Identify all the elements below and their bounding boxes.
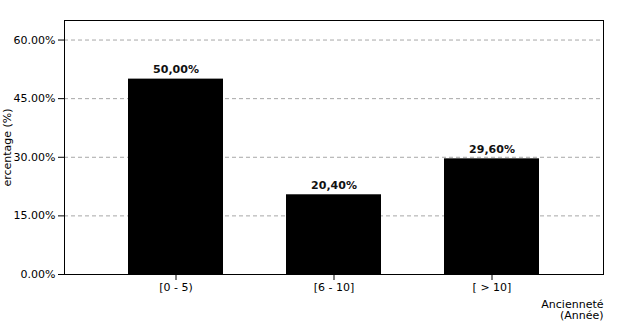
- svg-text:[0 - 5): [0 - 5): [159, 281, 193, 294]
- svg-text:60.00%: 60.00%: [14, 34, 56, 47]
- svg-text:45.00%: 45.00%: [14, 92, 56, 105]
- svg-text:15.00%: 15.00%: [14, 209, 56, 222]
- svg-text:50,00%: 50,00%: [153, 63, 199, 76]
- svg-text:20,40%: 20,40%: [311, 179, 357, 192]
- svg-text:0.00%: 0.00%: [21, 268, 56, 281]
- svg-text:ercentage (%): ercentage (%): [1, 108, 14, 186]
- svg-text:30.00%: 30.00%: [14, 151, 56, 164]
- svg-text:29,60%: 29,60%: [469, 143, 515, 156]
- svg-text:Ancienneté(Année): Ancienneté(Année): [541, 298, 603, 322]
- svg-text:[6 - 10]: [6 - 10]: [314, 281, 355, 294]
- svg-text:[ > 10]: [ > 10]: [473, 281, 512, 294]
